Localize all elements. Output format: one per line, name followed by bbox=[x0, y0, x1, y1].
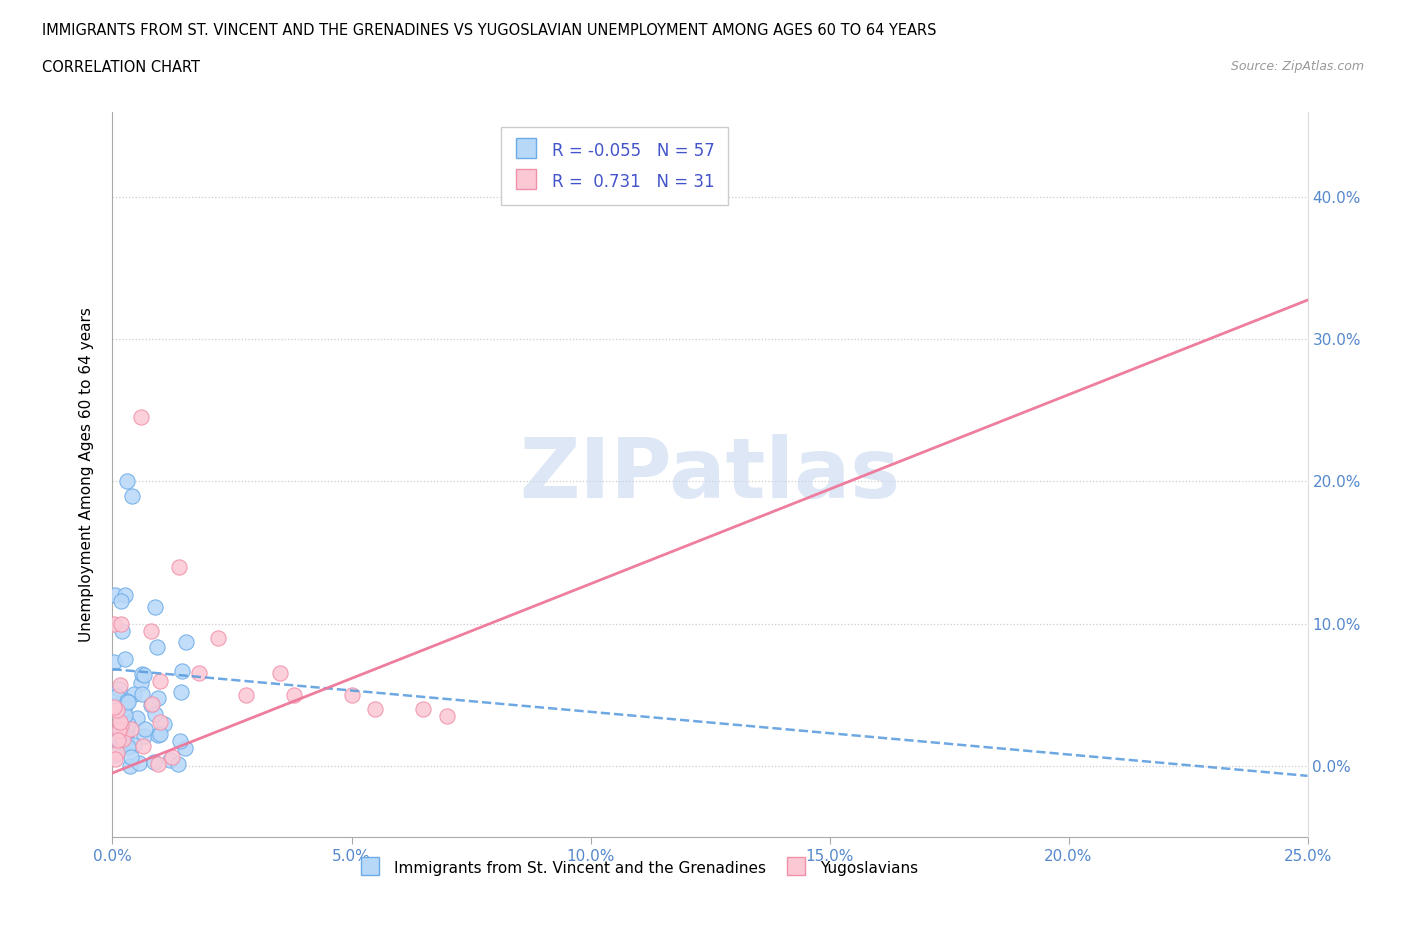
Point bbox=[112, 737, 135, 751]
Point bbox=[108, 677, 131, 692]
Point bbox=[103, 747, 125, 762]
Point bbox=[103, 655, 125, 670]
Point bbox=[146, 756, 169, 771]
Point bbox=[142, 754, 165, 769]
Point bbox=[105, 727, 128, 742]
Point bbox=[103, 698, 125, 712]
Point bbox=[207, 631, 229, 645]
Point bbox=[112, 701, 135, 716]
Point bbox=[114, 724, 136, 738]
Point bbox=[132, 668, 155, 683]
Point bbox=[174, 634, 197, 649]
Point bbox=[139, 698, 162, 712]
Point bbox=[117, 740, 139, 755]
Point bbox=[412, 701, 434, 716]
Point bbox=[134, 722, 156, 737]
Point bbox=[114, 734, 136, 749]
Point bbox=[122, 737, 145, 752]
Point bbox=[114, 708, 136, 723]
Point bbox=[174, 740, 197, 755]
Point bbox=[111, 624, 134, 639]
Point bbox=[108, 723, 131, 737]
Point bbox=[107, 688, 129, 703]
Point bbox=[108, 682, 131, 697]
Point bbox=[110, 617, 132, 631]
Point bbox=[131, 686, 153, 701]
Point bbox=[103, 617, 125, 631]
Point bbox=[145, 640, 167, 655]
Point bbox=[143, 599, 166, 614]
Point bbox=[115, 693, 138, 708]
Point bbox=[103, 700, 125, 715]
Text: IMMIGRANTS FROM ST. VINCENT AND THE GRENADINES VS YUGOSLAVIAN UNEMPLOYMENT AMONG: IMMIGRANTS FROM ST. VINCENT AND THE GREN… bbox=[42, 23, 936, 38]
Point bbox=[149, 726, 172, 741]
Point bbox=[105, 743, 128, 758]
Point bbox=[107, 732, 129, 747]
Point bbox=[122, 686, 145, 701]
Point bbox=[169, 684, 191, 699]
Point bbox=[152, 716, 174, 731]
Point bbox=[283, 687, 305, 702]
Legend: Immigrants from St. Vincent and the Grenadines, Yugoslavians: Immigrants from St. Vincent and the Gren… bbox=[353, 853, 924, 884]
Y-axis label: Unemployment Among Ages 60 to 64 years: Unemployment Among Ages 60 to 64 years bbox=[79, 307, 94, 642]
Point bbox=[117, 716, 139, 731]
Point bbox=[141, 697, 163, 711]
Point bbox=[107, 733, 129, 748]
Point bbox=[118, 758, 141, 773]
Point bbox=[159, 753, 181, 768]
Point bbox=[436, 709, 458, 724]
Point bbox=[166, 756, 188, 771]
Point bbox=[101, 728, 124, 743]
Point bbox=[364, 701, 387, 716]
Point bbox=[117, 724, 139, 739]
Point bbox=[112, 732, 135, 747]
Point bbox=[120, 750, 142, 764]
Text: CORRELATION CHART: CORRELATION CHART bbox=[42, 60, 200, 75]
Point bbox=[132, 738, 155, 753]
Point bbox=[114, 651, 136, 666]
Point bbox=[149, 714, 172, 729]
Point bbox=[104, 751, 127, 766]
Point bbox=[108, 714, 131, 729]
Point bbox=[115, 474, 138, 489]
Point bbox=[139, 623, 162, 638]
Point bbox=[160, 750, 183, 764]
Point bbox=[105, 746, 128, 761]
Text: ZIPatlas: ZIPatlas bbox=[520, 433, 900, 515]
Point bbox=[129, 410, 152, 425]
Point bbox=[143, 706, 166, 721]
Point bbox=[170, 663, 193, 678]
Point bbox=[131, 675, 153, 690]
Point bbox=[340, 687, 363, 702]
Point bbox=[269, 666, 291, 681]
Point bbox=[110, 593, 132, 608]
Point bbox=[105, 703, 128, 718]
Point bbox=[149, 673, 172, 688]
Point bbox=[148, 691, 170, 706]
Point bbox=[131, 667, 153, 682]
Point bbox=[125, 711, 148, 725]
Point bbox=[169, 559, 191, 574]
Point bbox=[117, 695, 139, 710]
Point bbox=[120, 722, 142, 737]
Point bbox=[148, 727, 170, 742]
Point bbox=[121, 488, 143, 503]
Point bbox=[132, 728, 155, 743]
Point bbox=[235, 687, 257, 702]
Point bbox=[128, 755, 150, 770]
Point bbox=[114, 588, 136, 603]
Point bbox=[104, 588, 127, 603]
Point bbox=[110, 722, 132, 737]
Point bbox=[169, 734, 191, 749]
Point bbox=[110, 718, 132, 733]
Point bbox=[187, 666, 209, 681]
Text: Source: ZipAtlas.com: Source: ZipAtlas.com bbox=[1230, 60, 1364, 73]
